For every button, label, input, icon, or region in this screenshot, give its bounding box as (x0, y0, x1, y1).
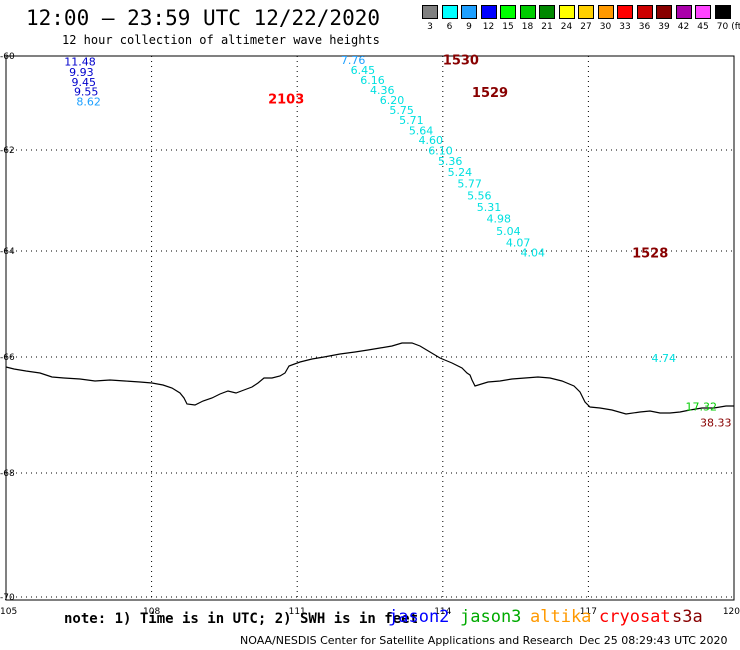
wave-height-value: 7.76 (341, 54, 366, 67)
wave-height-value: 4.04 (520, 247, 545, 260)
mission-jason3: jason3 (460, 607, 522, 627)
legend-label: 6 (446, 22, 453, 32)
wave-height-value: 38.33 (700, 417, 732, 430)
legend-label: 45 (697, 22, 709, 32)
mission-altika: altika (530, 607, 592, 627)
latitude-tick-label: -60 (0, 52, 15, 62)
wave-height-value: 6.10 (428, 145, 453, 158)
legend-label: 39 (658, 22, 670, 32)
longitude-labels: 105 108 111 114 117 120 (0, 607, 740, 617)
legend-swatch (617, 5, 633, 19)
legend-label: 33 (619, 22, 631, 32)
longitude-tick-label: 114 (434, 607, 451, 617)
legend-label: 70 (716, 22, 729, 32)
legend-label: 12 (482, 22, 495, 32)
legend-label: 9 (466, 22, 472, 32)
wave-height-value: 5.31 (477, 201, 502, 214)
legend-swatch (422, 5, 438, 19)
legend-label: 36 (638, 22, 651, 32)
latitude-tick-label: -64 (0, 247, 15, 257)
pass-time-label: 1529 (472, 86, 508, 101)
wave-height-value: 17.32 (685, 400, 717, 413)
legend-swatch (558, 5, 575, 19)
wave-height-value: 5.71 (399, 114, 424, 127)
legend-swatch (578, 5, 594, 19)
pass-time-labels: 2103 1530 1529 1528 (268, 53, 668, 261)
antarctic-coastline (5, 342, 734, 415)
legend-label: 15 (502, 22, 514, 32)
wave-height-value: 11.48 (64, 56, 96, 69)
credit-text: NOAA/NESDIS Center for Satellite Applica… (240, 634, 574, 647)
pass-time-label: 1528 (632, 247, 668, 262)
wave-height-value: 4.60 (419, 134, 444, 147)
legend-unit: (ft) (731, 22, 740, 32)
wave-height-value: 4.36 (370, 84, 395, 97)
map-title: 12:00 – 23:59 UTC 12/22/2020 (26, 6, 381, 30)
legend-swatch (461, 5, 477, 19)
wave-height-value: 4.74 (651, 352, 676, 365)
generated-timestamp: Dec 25 08:29:43 UTC 2020 (579, 634, 728, 647)
wave-height-value: 9.55 (74, 86, 99, 99)
latitude-labels: -60 -62 -64 -66 -68 -70 (0, 52, 15, 603)
wave-height-observations: 11.489.939.459.558.62 7.766.456.164.366.2… (64, 54, 731, 430)
legend-label: 42 (677, 22, 690, 32)
legend-swatch (714, 5, 731, 19)
latitude-tick-label: -62 (0, 146, 15, 156)
mission-jason2: jason2 (388, 607, 450, 627)
wave-height-value: 5.36 (438, 155, 463, 168)
wave-height-value: 4.98 (486, 213, 511, 226)
wave-height-value: 4.07 (506, 236, 530, 249)
pass-time-label: 2103 (268, 92, 304, 107)
wave-height-value: 6.20 (380, 94, 405, 107)
legend-label: 27 (580, 22, 592, 32)
legend-label: 21 (541, 22, 553, 32)
mission-cryosat: cryosat (599, 607, 671, 627)
footer-note: note: 1) Time is in UTC; 2) SWH is in fe… (64, 611, 419, 627)
legend-label: 24 (560, 22, 573, 32)
longitude-tick-label: 120 (723, 607, 740, 617)
wave-height-value: 6.16 (360, 74, 385, 87)
legend-swatch (695, 5, 711, 19)
legend-swatch (597, 5, 614, 19)
longitude-tick-label: 111 (289, 607, 306, 617)
wave-height-value: 5.75 (389, 104, 414, 117)
legend-swatch (636, 5, 653, 19)
wave-height-value: 5.77 (457, 177, 482, 190)
wave-height-value: 5.64 (409, 124, 434, 137)
wave-height-value: 5.24 (448, 166, 473, 179)
legend-label: 18 (521, 22, 534, 32)
wave-height-value: 8.62 (76, 96, 101, 109)
longitude-tick-label: 108 (143, 607, 160, 617)
lat-lon-grid (5, 55, 735, 600)
wave-height-value: 5.04 (496, 225, 520, 238)
map-subtitle: 12 hour collection of altimeter wave hei… (62, 33, 380, 47)
legend-swatch (441, 5, 458, 19)
legend-swatch (519, 5, 536, 19)
wave-height-value: 6.45 (351, 64, 376, 77)
latitude-tick-label: -68 (0, 469, 15, 479)
wave-height-value: 9.45 (72, 76, 97, 89)
pass-time-label: 1530 (443, 53, 479, 68)
latitude-tick-label: -66 (0, 353, 15, 363)
legend-swatch (675, 5, 692, 19)
wave-height-value: 9.93 (69, 66, 94, 79)
legend-swatch (539, 5, 555, 19)
legend-swatch (656, 5, 672, 19)
legend-swatch (500, 5, 516, 19)
longitude-tick-label: 105 (0, 607, 17, 617)
mission-s3a: s3a (672, 607, 703, 627)
latitude-tick-label: -70 (0, 593, 15, 603)
legend-swatch (480, 5, 497, 19)
longitude-tick-label: 117 (580, 607, 597, 617)
legend-label: 3 (427, 22, 433, 32)
legend-label: 30 (599, 22, 612, 32)
wave-height-value: 5.56 (467, 189, 492, 202)
map-frame (5, 55, 735, 601)
